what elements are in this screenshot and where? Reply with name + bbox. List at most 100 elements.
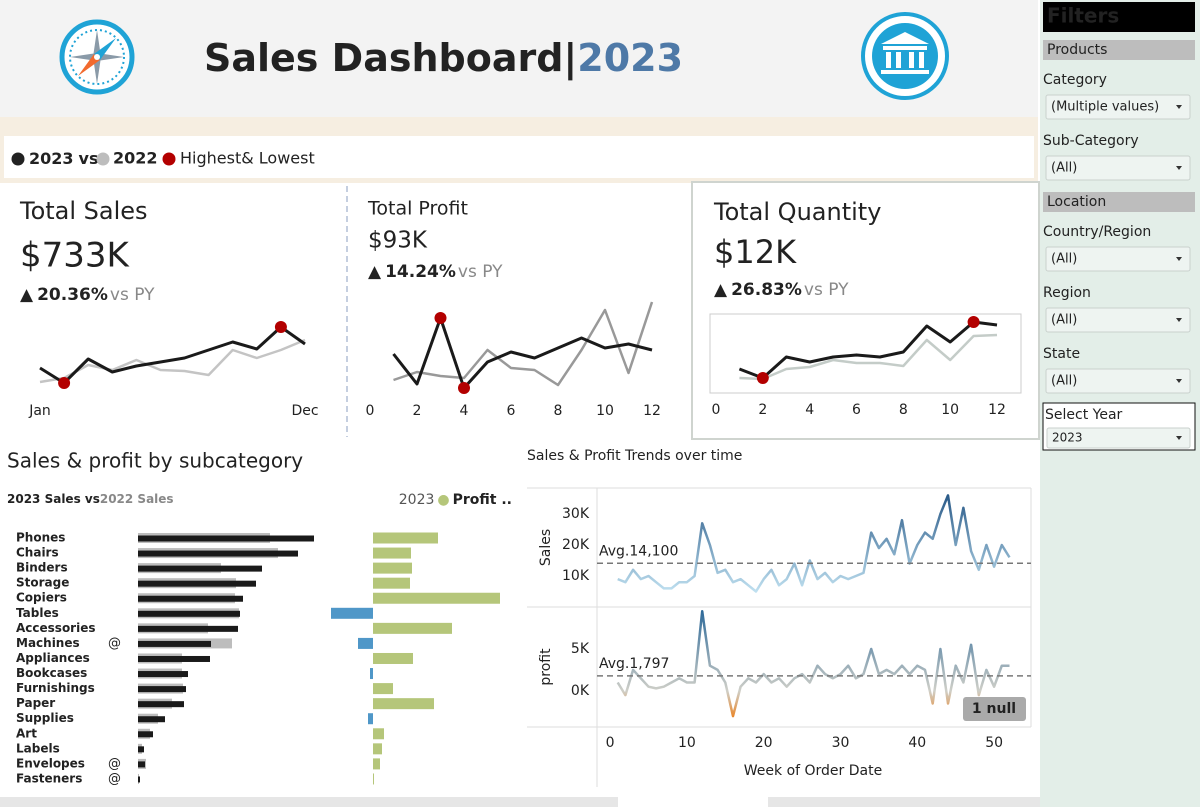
alert-marker: @ [108, 771, 121, 786]
dashboard-title: Sales Dashboard|2023 [204, 36, 683, 81]
x-tick-label: 8 [554, 403, 563, 419]
x-tick-label: 50 [985, 735, 1003, 751]
legend-current: 2023 [29, 149, 74, 168]
bar-profit [370, 668, 373, 680]
kpi-title: Total Profit [367, 198, 468, 220]
x-axis-label: Week of Order Date [744, 763, 882, 779]
x-tick-label: 0 [366, 403, 375, 419]
filter-section-bar [1043, 40, 1195, 60]
bar-profit [373, 743, 382, 755]
bar-profit [373, 547, 411, 559]
bar-current [138, 640, 211, 647]
category-label: Paper [16, 696, 55, 710]
x-tick-label: 2 [758, 402, 767, 418]
x-tick-label: 0 [606, 735, 615, 751]
x-tick-label: 20 [755, 735, 773, 751]
sparkline [392, 316, 653, 390]
filter-label: Category [1043, 72, 1107, 88]
bar-current [138, 580, 256, 587]
filter-section-title: Location [1047, 194, 1106, 210]
dropdown-value: (Multiple values) [1051, 100, 1159, 115]
chart-title: Sales & Profit Trends over time [527, 448, 742, 464]
sales-subtitle-current: 2023 Sales vs [7, 492, 100, 506]
y-tick-label: 30K [562, 506, 590, 522]
dropdown-arrow [1176, 257, 1182, 261]
profit-legend-text: Profit .. [453, 492, 512, 508]
x-tick-label: 40 [908, 735, 926, 751]
kpi-change-suffix: vs PY [110, 285, 155, 305]
bar-profit [373, 758, 380, 770]
null-badge [963, 697, 1026, 721]
category-label: Envelopes [16, 756, 85, 770]
kpi-arrow: ▲ [20, 285, 34, 305]
category-label: Tables [16, 606, 59, 620]
dropdown [1045, 155, 1191, 181]
bar-current [138, 655, 210, 662]
title-year: 2023 [577, 36, 683, 80]
sparkline [39, 325, 306, 385]
legend-previous: 2022 [113, 149, 158, 168]
category-label: Supplies [16, 711, 74, 725]
x-tick-label: 12 [643, 403, 661, 419]
profit-legend-year: 2023 [399, 492, 435, 508]
bar-current [138, 625, 238, 632]
bar-profit [331, 607, 373, 619]
filter-section-bar [1043, 192, 1195, 212]
highlight-dot [58, 377, 71, 389]
sales-subtitle: 2023 Sales vs2022 Sales [7, 492, 174, 506]
category-label: Storage [16, 576, 69, 590]
category-label: Labels [16, 741, 60, 755]
sales-subtitle-previous: 2022 Sales [100, 492, 174, 506]
kpi-change-value: 26.83% [731, 280, 802, 300]
kpi-change-value: 20.36% [37, 285, 108, 305]
sparkline [739, 333, 998, 381]
category-label: Bookcases [16, 666, 87, 680]
dropdown-arrow [1176, 436, 1182, 440]
alert-marker: @ [108, 756, 121, 771]
kpi-change: ▲ 26.83% vs PY [714, 280, 849, 300]
bar-current [138, 701, 184, 708]
dropdown-arrow [1176, 166, 1182, 170]
dropdown-arrow [1176, 318, 1182, 322]
category-label: Copiers [16, 591, 67, 605]
y-tick-label: 0K [571, 683, 590, 699]
bar-current [138, 716, 165, 723]
legend-text: 2023 vs [29, 149, 98, 168]
x-tick-label: Jan [28, 403, 51, 419]
trend-line [616, 609, 1010, 718]
legend-dot [162, 152, 176, 166]
kpi-title: Total Sales [19, 197, 148, 225]
category-label: Binders [16, 561, 68, 575]
kpi-value: $12K [714, 233, 797, 271]
dropdown [1045, 307, 1191, 333]
bar-current [138, 610, 240, 617]
kpi-value: $733K [20, 236, 131, 276]
bar-profit [368, 713, 373, 725]
dropdown [1045, 94, 1191, 120]
kpi-change-suffix: vs PY [804, 280, 849, 300]
filters-header [1043, 2, 1195, 32]
bar-profit [373, 577, 410, 589]
dropdown [1046, 427, 1191, 449]
highlight-dot [458, 382, 470, 394]
filter-label: Select Year [1045, 407, 1123, 423]
plot-frame [709, 313, 1022, 394]
y-tick-label: 5K [571, 641, 590, 657]
x-tick-label: 0 [712, 402, 721, 418]
x-tick-label: 4 [460, 403, 469, 419]
kpi-value: $93K [368, 228, 428, 254]
sparkline [738, 320, 998, 380]
category-label: Phones [16, 531, 65, 545]
bar-profit [373, 728, 384, 740]
y-tick-label: 10K [562, 568, 590, 584]
trend-line [617, 494, 1011, 593]
tab-strip [0, 797, 1040, 807]
bar-current [138, 535, 314, 542]
bar-profit [373, 773, 374, 785]
x-tick-label: 8 [899, 402, 908, 418]
highlight-dot [434, 312, 447, 324]
filter-label: Country/Region [1043, 224, 1151, 240]
bar-profit [373, 562, 412, 574]
category-label: Furnishings [16, 681, 95, 695]
